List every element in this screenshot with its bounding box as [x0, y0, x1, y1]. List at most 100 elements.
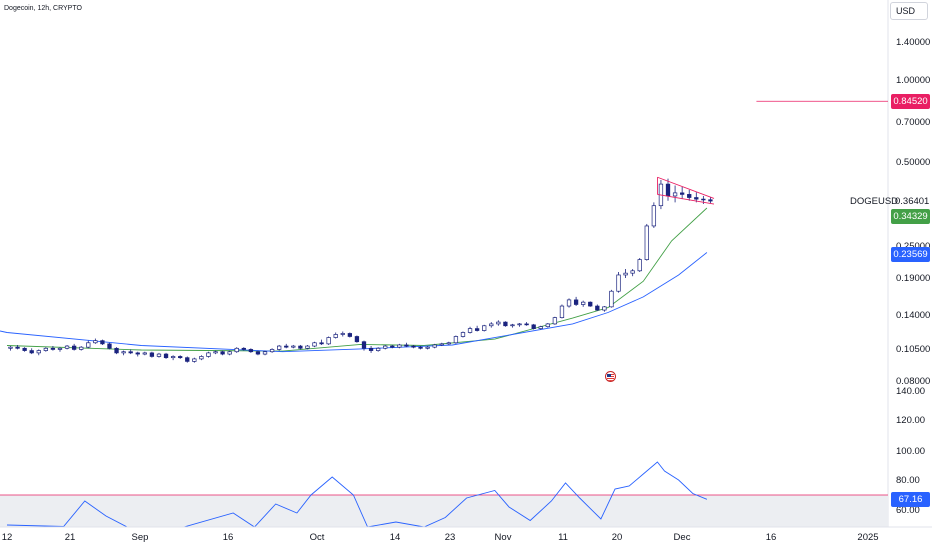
candle-body [559, 305, 565, 319]
triangle-lower-line [657, 193, 715, 205]
time-axis-label: 14 [389, 532, 401, 543]
candle-body [383, 345, 388, 349]
rsi-line [6, 461, 708, 528]
candle-body [192, 358, 197, 362]
candle-body [545, 323, 550, 328]
ma-short-line [6, 207, 708, 352]
candle-body [460, 332, 466, 337]
candle-body [326, 337, 331, 345]
candle-body [199, 356, 204, 360]
price-axis-label: 0.08000 [896, 376, 931, 387]
candle-body [595, 305, 600, 311]
candle-body [15, 346, 20, 349]
resistance-price-tag: 0.84520 [891, 94, 930, 109]
candle-body [573, 299, 579, 305]
candle-body [467, 328, 473, 333]
candle-body [368, 347, 374, 351]
candle-body [375, 347, 381, 351]
candle-body [248, 349, 254, 353]
candle-body [397, 344, 402, 348]
candle-body [305, 345, 310, 349]
candle-body [135, 352, 140, 355]
candle-body [524, 323, 529, 326]
candle-body [404, 344, 409, 347]
candle-body [333, 334, 338, 338]
candle-body [651, 205, 657, 227]
candle-body [284, 345, 289, 348]
candle-body [446, 342, 451, 345]
candle-body [531, 324, 536, 329]
candle-body [269, 349, 275, 353]
candle-body [121, 351, 126, 354]
candle-body [665, 183, 671, 197]
candle-body [291, 345, 296, 348]
candle-body [86, 342, 91, 348]
candle-body [57, 347, 63, 350]
rsi-axis-label: 80.00 [896, 475, 920, 486]
candle-body [701, 198, 706, 201]
candle-body [566, 299, 572, 307]
candle-body [262, 351, 268, 355]
price-axis-label: 1.00000 [896, 75, 931, 86]
candle-body [361, 341, 367, 349]
candle-body [517, 323, 522, 326]
candle-body [538, 326, 543, 329]
candle-body [43, 347, 48, 351]
candle-body [425, 346, 430, 349]
candle-body [50, 347, 56, 350]
candle-body [347, 333, 353, 337]
candle-body [418, 346, 423, 349]
candle-body [241, 347, 246, 350]
candle-body [79, 346, 84, 350]
candle-body [390, 345, 395, 348]
candle-body [100, 340, 105, 345]
candle-body [277, 345, 282, 350]
candle-body [220, 351, 225, 355]
price-axis-label: 0.19000 [896, 273, 931, 284]
candle-body [170, 356, 176, 359]
candle-body [29, 350, 34, 354]
time-axis-label: 16 [765, 532, 777, 543]
last-price-label: 0.36401 [895, 196, 930, 207]
candle-body [694, 197, 699, 200]
candle-body [36, 350, 41, 354]
rsi-axis-label: 60.00 [896, 505, 920, 516]
ma-long-price-tag: 0.23569 [891, 247, 930, 262]
candle-body [439, 343, 444, 346]
time-axis-label: 12 [1, 532, 13, 543]
time-axis-label: 23 [444, 532, 456, 543]
us-flag-icon[interactable] [605, 371, 616, 382]
candle-body [708, 199, 713, 202]
candle-body [114, 347, 119, 354]
candle-body [156, 353, 162, 357]
rsi-band [0, 495, 888, 527]
ma-long-line [0, 252, 708, 353]
candle-body [679, 192, 685, 195]
currency-button[interactable]: USD [890, 2, 928, 20]
triangle-upper-line [657, 176, 715, 199]
candle-body [609, 290, 614, 308]
candle-body [637, 259, 642, 272]
candle-body [489, 323, 494, 327]
price-axis-label: 0.25000 [896, 241, 930, 252]
candle-body [340, 333, 345, 335]
time-axis-label: 21 [64, 532, 76, 543]
time-axis-label: Nov [494, 532, 512, 543]
candle-body [432, 344, 437, 348]
time-axis-label: Oct [309, 532, 325, 543]
time-axis-label: 2025 [857, 532, 879, 543]
candle-body [503, 321, 508, 327]
candle-body [630, 270, 635, 274]
candle-body [71, 345, 77, 350]
candle-body [213, 351, 218, 354]
symbol-label: DOGEUSD [850, 196, 899, 207]
time-axis-label: Sep [131, 532, 149, 543]
candle-body [482, 325, 487, 331]
candle-body [644, 225, 649, 260]
candle-body [510, 324, 515, 327]
candle-body [687, 194, 692, 198]
price-axis-label: 0.14000 [896, 310, 931, 321]
candle-body [581, 301, 586, 305]
price-axis-label: 1.40000 [896, 37, 931, 48]
